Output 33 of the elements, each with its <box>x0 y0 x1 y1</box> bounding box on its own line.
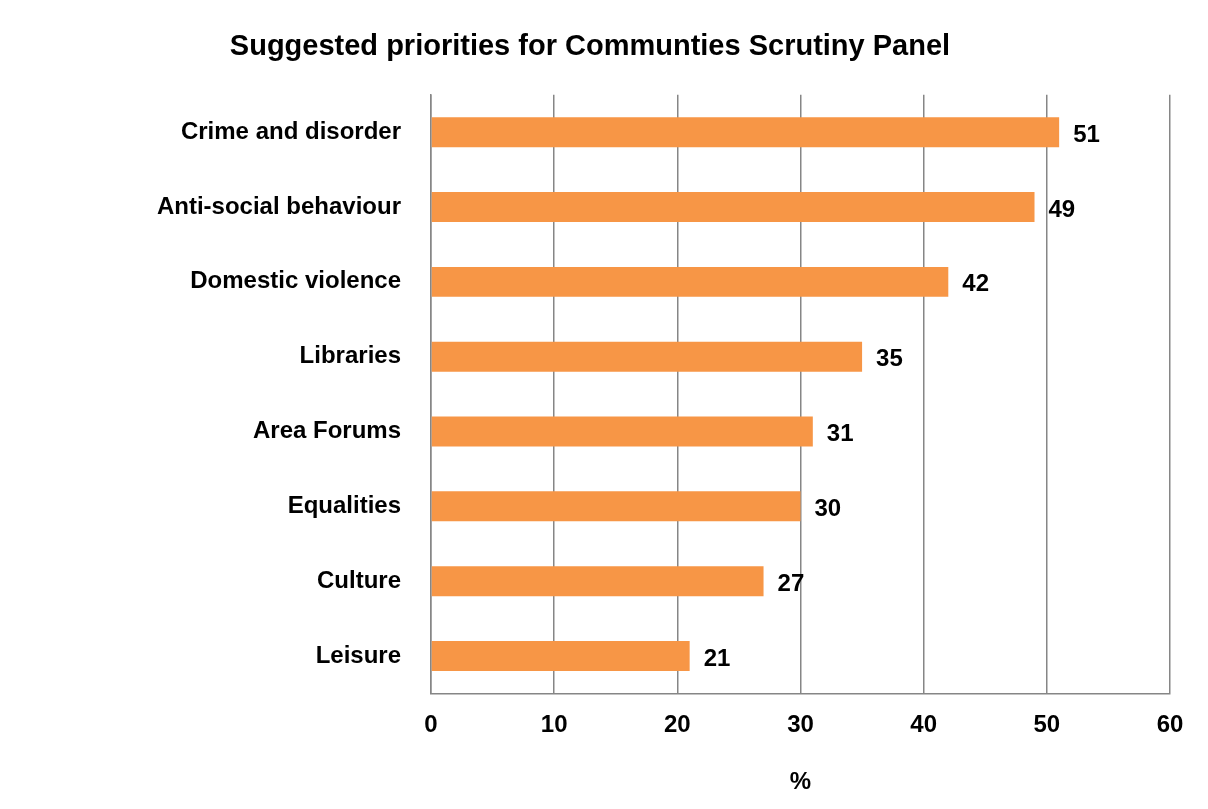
y-tick-label: Leisure <box>315 640 401 668</box>
x-tick-label: 0 <box>424 710 438 738</box>
bar <box>431 566 764 597</box>
x-tick-label: 10 <box>540 710 568 738</box>
x-tick-label: 60 <box>1156 710 1184 738</box>
data-label: 30 <box>814 493 842 521</box>
data-label: 49 <box>1048 194 1076 222</box>
bar <box>431 341 863 372</box>
y-tick-label: Culture <box>317 565 401 593</box>
bar <box>431 192 1035 222</box>
x-tick-label: 50 <box>1033 710 1061 738</box>
bar <box>431 641 690 671</box>
y-tick-label: Crime and disorder <box>180 116 401 144</box>
data-label: 27 <box>777 568 805 596</box>
data-label: 42 <box>962 269 989 297</box>
y-tick-label: Equalities <box>287 490 401 518</box>
bar <box>431 117 1060 148</box>
bar <box>431 416 813 447</box>
data-label: 31 <box>826 419 854 447</box>
bar <box>431 491 801 522</box>
x-axis-title: % <box>789 767 812 795</box>
data-label: 21 <box>703 643 731 671</box>
x-tick-label: 40 <box>910 710 938 738</box>
x-tick-label: 20 <box>663 710 691 738</box>
y-tick-label: Area Forums <box>252 416 401 444</box>
x-tick-label: 30 <box>787 710 814 738</box>
y-tick-label: Libraries <box>299 341 401 369</box>
y-tick-label: Anti-social behaviour <box>156 191 401 219</box>
data-label: 35 <box>876 344 903 372</box>
data-label: 51 <box>1073 119 1100 147</box>
bar <box>431 266 949 297</box>
chart-title: Suggested priorities for Communties Scrutiny Panel <box>229 29 951 62</box>
y-tick-label: Domestic violence <box>190 266 401 294</box>
